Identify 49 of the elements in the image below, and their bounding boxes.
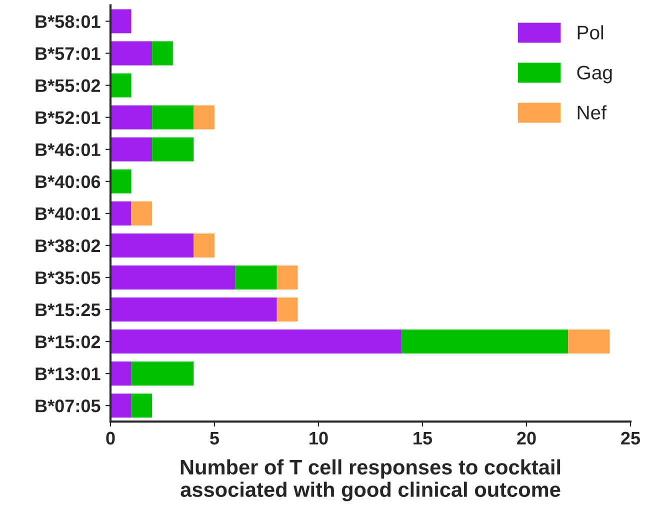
- x-tick-label: 10: [310, 432, 328, 445]
- y-tick-label: B*52:01: [36, 111, 100, 124]
- bar: [110, 41, 152, 66]
- bar: [194, 105, 214, 130]
- y-tick-label: B*55:02: [36, 79, 100, 92]
- bar: [235, 265, 277, 290]
- bar: [110, 201, 132, 226]
- bar: [110, 73, 132, 98]
- bar: [152, 41, 173, 66]
- bar: [152, 137, 194, 162]
- bar: [110, 265, 236, 290]
- x-tick-label: 25: [621, 432, 640, 445]
- y-tick-label: B*13:01: [36, 367, 100, 380]
- bar: [152, 105, 194, 130]
- y-tick-label: B*40:06: [36, 175, 100, 188]
- bar: [402, 330, 568, 354]
- bar: [110, 233, 194, 258]
- bar: [110, 298, 277, 322]
- bar: [131, 201, 152, 226]
- bar: [110, 169, 132, 194]
- bar: [110, 105, 152, 130]
- x-tick-label: 5: [210, 432, 220, 445]
- x-tick-label: 0: [106, 432, 115, 445]
- y-tick-label: B*57:01: [36, 47, 100, 60]
- y-tick-label: B*38:02: [36, 239, 100, 252]
- x-axis-title: Number of T cell responses to cocktail associated with good clinical outcome: [180, 459, 560, 502]
- bar: [110, 330, 402, 354]
- y-tick-label: B*15:25: [36, 303, 100, 316]
- legend-label: Pol: [578, 25, 604, 40]
- y-tick-label: B*07:05: [36, 400, 100, 412]
- y-tick-label: B*58:01: [36, 15, 100, 28]
- bar: [194, 233, 214, 258]
- y-tick-label: B*15:02: [36, 335, 100, 348]
- bar: [568, 330, 610, 354]
- bar: [110, 9, 132, 34]
- bar: [276, 265, 298, 290]
- y-tick-label: B*35:05: [36, 271, 100, 284]
- bar: [110, 137, 152, 162]
- bar: [131, 394, 152, 418]
- x-tick-label: 20: [517, 432, 536, 445]
- bar: [276, 298, 298, 322]
- legend-label: Gag: [577, 66, 612, 84]
- bar: [131, 362, 194, 386]
- bar: [110, 394, 132, 418]
- y-tick-label: B*46:01: [36, 143, 100, 156]
- x-tick-label: 15: [414, 432, 432, 445]
- legend-label: Nef: [578, 105, 607, 120]
- bar: [110, 362, 132, 386]
- y-tick-label: B*40:01: [36, 207, 100, 220]
